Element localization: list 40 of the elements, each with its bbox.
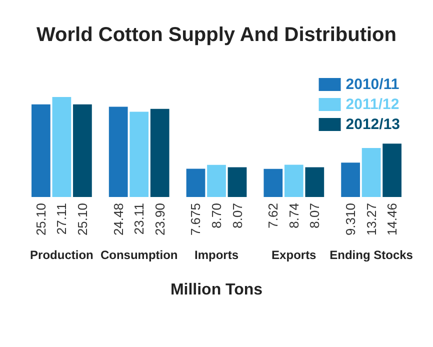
bar <box>228 167 247 197</box>
bar <box>305 167 324 197</box>
data-label: 8.74 <box>286 203 302 228</box>
data-label: 14.46 <box>384 203 400 236</box>
bar <box>264 168 283 197</box>
bar <box>108 106 128 197</box>
data-label: 8.70 <box>209 203 224 228</box>
legend-label: 2011/12 <box>346 96 400 113</box>
data-label: 7.675 <box>188 203 204 236</box>
data-label: 27.11 <box>54 203 70 235</box>
bar <box>52 97 72 197</box>
bar <box>207 164 226 197</box>
legend-label: 2010/11 <box>346 76 400 93</box>
bar <box>284 164 304 197</box>
data-label: 13.27 <box>364 203 379 236</box>
data-label: 23.90 <box>152 203 168 236</box>
bar <box>362 148 381 197</box>
x-tick-label: Ending Stocks <box>330 248 414 262</box>
bar <box>73 104 92 197</box>
bar <box>150 108 170 197</box>
bar <box>32 104 50 197</box>
x-axis-title: Million Tons <box>170 282 263 298</box>
legend-label: 2012/13 <box>346 116 400 133</box>
data-label: 8.07 <box>307 203 322 228</box>
data-label: 24.48 <box>110 203 126 236</box>
data-label: 23.11 <box>132 203 147 235</box>
x-tick-label: Imports <box>194 248 239 262</box>
x-tick-label: Exports <box>272 248 317 262</box>
data-label: 25.10 <box>74 203 90 236</box>
data-label: 7.62 <box>266 203 281 228</box>
bar <box>130 112 149 197</box>
bar <box>341 162 360 197</box>
chart-title: World Cotton Supply And Distribution <box>36 24 396 46</box>
data-label: 25.10 <box>33 203 48 236</box>
x-tick-label: Consumption <box>100 248 178 262</box>
x-tick-label: Production <box>30 248 94 262</box>
bar <box>382 144 402 197</box>
data-label: 8.07 <box>230 203 245 228</box>
bar <box>186 168 206 197</box>
data-label: 9.310 <box>343 203 358 236</box>
